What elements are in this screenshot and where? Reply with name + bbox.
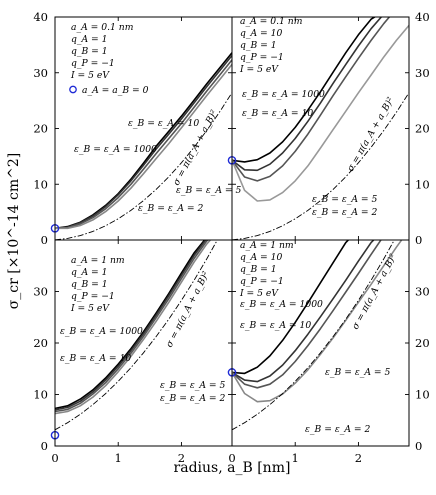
series-line-0	[55, 240, 206, 410]
parameter-label: q_B = 1	[240, 40, 277, 51]
panel-top-left: a_A = 0.1 nmq_A = 1q_B = 1q_P = −1I = 5 …	[50, 22, 242, 240]
y-tick-label-left: 0	[41, 233, 48, 247]
geometric-cross-section-line	[55, 92, 232, 240]
panel-bottom-right: a_A = 1 nmq_A = 10q_B = 1q_P = −1I = 5 e…	[227, 240, 403, 435]
parameter-label: q_B = 1	[71, 46, 108, 57]
parameter-label: a_A = 0.1 nm	[240, 16, 303, 27]
parameter-label: I = 5 eV	[70, 303, 110, 314]
series-line-2	[55, 59, 232, 230]
geometric-cross-section-line	[232, 240, 395, 431]
parameter-label: I = 5 eV	[239, 288, 279, 299]
curve-annotation: ε_B = ε_A = 5	[312, 194, 378, 205]
x-tick-label: 0	[228, 451, 235, 465]
series-line-1	[232, 17, 383, 172]
y-tick-label-left: 0	[41, 439, 48, 453]
parameter-label: q_B = 1	[240, 264, 277, 275]
series-line-0	[232, 240, 350, 375]
y-tick-label-left: 20	[33, 336, 48, 350]
series-line-2	[232, 240, 382, 389]
curve-annotation: ε_B = ε_A = 2	[312, 207, 378, 218]
parameter-label: q_A = 10	[240, 252, 282, 263]
series-line-2	[232, 17, 391, 182]
y-tick-label-left: 10	[33, 177, 48, 191]
panel-bottom-left: a_A = 1 nmq_A = 1q_B = 1q_P = −1I = 5 eV…	[50, 240, 226, 440]
series-line-3	[232, 240, 403, 403]
series-line-1	[55, 240, 207, 411]
geometric-cross-section-line	[55, 240, 218, 431]
parameter-label: I = 5 eV	[239, 64, 279, 75]
legend-marker	[69, 85, 77, 94]
y-tick-label-right: 20	[415, 122, 430, 136]
parameter-label: q_P = −1	[240, 52, 284, 63]
parameter-label: q_A = 10	[240, 28, 282, 39]
parameter-label: q_P = −1	[71, 58, 115, 69]
series-line-1	[55, 54, 232, 230]
curve-annotation: σ = π(a_A + a_B)²	[345, 95, 397, 173]
curve-annotation: ε_B = ε_A = 1000	[242, 89, 325, 100]
y-tick-label-right: 30	[415, 66, 430, 80]
curve-annotation: ε_B = ε_A = 10	[128, 118, 199, 129]
x-tick-label: 2	[355, 451, 362, 465]
y-tick-label-left: 30	[33, 66, 48, 80]
y-tick-label-right: 0	[415, 233, 422, 247]
curve-annotation: ε_B = ε_A = 10	[242, 108, 313, 119]
y-tick-label-left: 40	[33, 10, 48, 24]
parameter-label: a_A = 0.1 nm	[71, 22, 134, 33]
x-tick-label: 1	[115, 451, 122, 465]
parameter-label: a_A = 1 nm	[71, 255, 125, 266]
curve-annotation: ε_B = ε_A = 5	[325, 367, 391, 378]
curve-annotation: ε_B = ε_A = 10	[60, 353, 131, 364]
panel-curves	[232, 17, 409, 240]
y-tick-label-right: 10	[415, 388, 430, 402]
series-line-2	[55, 240, 210, 413]
curve-annotation: ε_B = ε_A = 2	[138, 203, 204, 214]
curve-annotation: ε_B = ε_A = 5	[176, 185, 242, 196]
x-tick-label: 1	[292, 451, 299, 465]
parameter-label: a_A = 1 nm	[240, 240, 294, 251]
parameter-label: I = 5 eV	[70, 70, 110, 81]
curve-annotation: ε_B = ε_A = 1000	[240, 299, 323, 310]
y-tick-label-right: 20	[415, 336, 430, 350]
marker-legend-label: a_A = a_B = 0	[82, 85, 149, 96]
curve-annotation: ε_B = ε_A = 1000	[74, 144, 157, 155]
panel-curves	[55, 240, 218, 431]
curve-annotation: ε_B = ε_A = 1000	[60, 326, 143, 337]
x-tick-label: 0	[51, 451, 58, 465]
series-line-3	[55, 240, 212, 415]
series-line-0	[232, 17, 377, 163]
y-tick-label-right: 10	[415, 177, 430, 191]
y-tick-label-right: 0	[415, 439, 422, 453]
panel-curves	[55, 52, 232, 240]
y-tick-label-right: 30	[415, 285, 430, 299]
y-tick-label-left: 20	[33, 122, 48, 136]
curve-annotation: ε_B = ε_A = 5	[160, 380, 226, 391]
y-axis-title: σ_cr [×10^-14 cm^2]	[6, 153, 22, 310]
panels: a_A = 0.1 nmq_A = 1q_B = 1q_P = −1I = 5 …	[50, 16, 409, 440]
parameter-label: q_A = 1	[71, 267, 108, 278]
parameter-label: q_P = −1	[71, 291, 115, 302]
panel-top-right: a_A = 0.1 nmq_A = 10q_B = 1q_P = −1I = 5…	[227, 16, 409, 240]
curve-annotation: ε_B = ε_A = 2	[160, 393, 226, 404]
series-line-3	[55, 63, 232, 230]
parameter-label: q_B = 1	[71, 279, 108, 290]
y-tick-label-right: 40	[415, 10, 430, 24]
x-tick-label: 2	[178, 451, 185, 465]
parameter-label: q_A = 1	[71, 34, 108, 45]
curve-annotation: ε_B = ε_A = 10	[240, 320, 311, 331]
y-tick-label-left: 30	[33, 285, 48, 299]
geometric-cross-section-line	[232, 92, 409, 240]
y-tick-label-left: 10	[33, 388, 48, 402]
series-line-1	[232, 240, 375, 383]
curve-annotation: ε_B = ε_A = 2	[305, 424, 371, 435]
parameter-label: q_P = −1	[240, 276, 284, 287]
x-axis-title: radius, a_B [nm]	[174, 460, 291, 476]
curve-annotation: σ = π(a_A + a_B)²	[164, 269, 212, 349]
series-line-3	[232, 24, 409, 202]
panel-curves	[232, 240, 403, 431]
